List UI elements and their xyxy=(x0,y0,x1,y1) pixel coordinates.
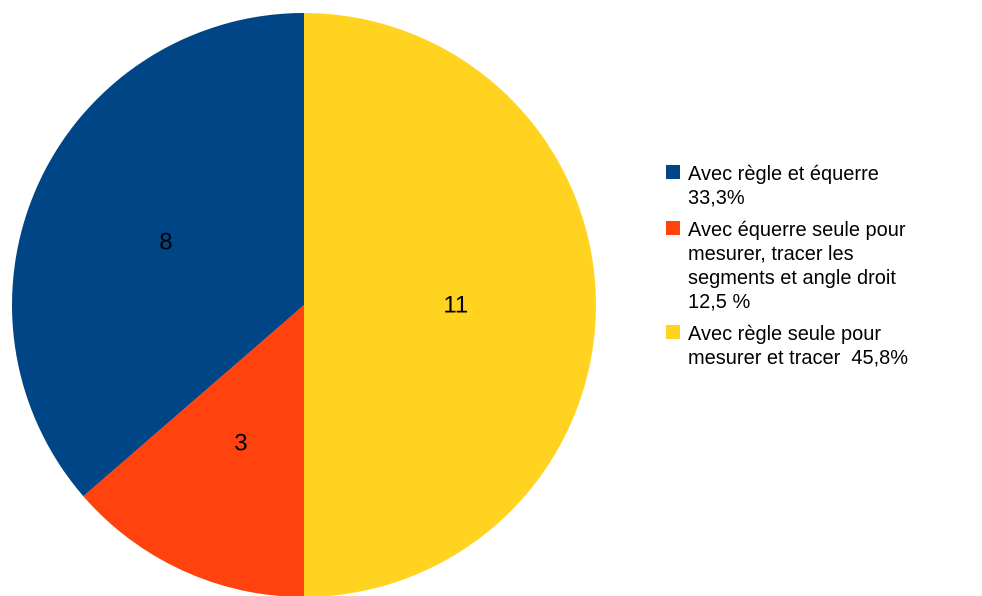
slice-value-label: 8 xyxy=(159,228,172,255)
legend-label-line: 33,3% xyxy=(688,187,745,209)
legend-label-line: 12,5 % xyxy=(688,291,751,313)
legend-label-line: mesurer, tracer les xyxy=(688,243,854,265)
legend-swatch xyxy=(666,221,680,235)
legend-item: Avec règle seule pour mesurer et tracer 4… xyxy=(666,322,976,370)
legend-label-line: Avec équerre seule pour xyxy=(688,219,906,241)
pie-slice-8 xyxy=(11,12,304,497)
pie-slice-3 xyxy=(83,305,304,596)
legend-label-line: segments et angle droit xyxy=(688,267,896,289)
pie-slice-11 xyxy=(304,13,596,596)
legend-label-line: Avec règle et équerre xyxy=(688,163,879,185)
legend-label-line: mesurer et tracer 45,8% xyxy=(688,347,909,369)
slice-value-label: 3 xyxy=(234,430,247,457)
legend-swatch xyxy=(666,165,680,179)
pie-slice-labels: 8 3 11 xyxy=(159,228,468,456)
legend-label-line: Avec règle seule pour xyxy=(688,323,882,345)
pie-slices xyxy=(11,12,596,596)
slice-value-label: 11 xyxy=(443,292,468,319)
legend: Avec règle et équerre 33,3% Avec équerre s… xyxy=(666,162,976,378)
legend-item: Avec règle et équerre 33,3% xyxy=(666,162,976,210)
legend-swatch xyxy=(666,325,680,339)
legend-item: Avec équerre seule pour mesurer, tracer l… xyxy=(666,218,976,314)
